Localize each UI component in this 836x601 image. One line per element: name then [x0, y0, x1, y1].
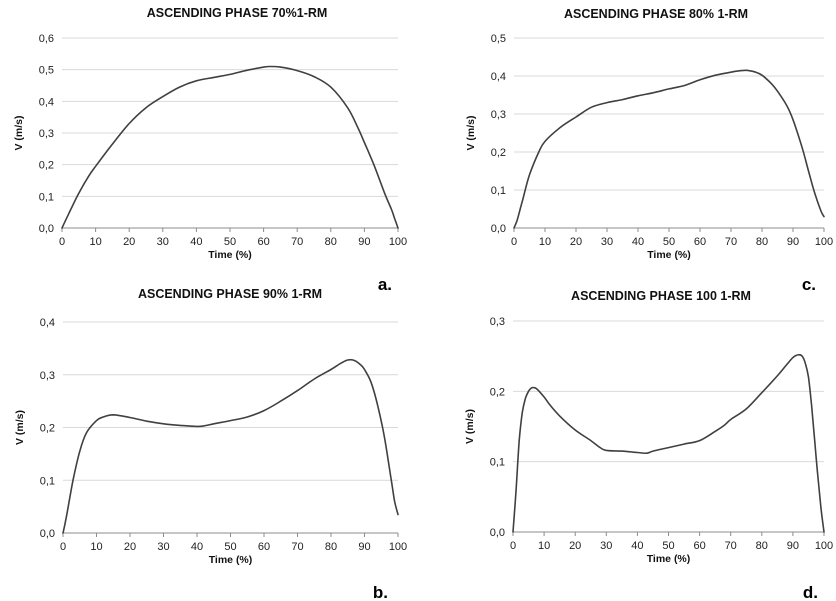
x-tick-label: 50	[224, 541, 236, 553]
x-tick-label: 60	[693, 540, 705, 552]
x-tick-label: 100	[815, 540, 833, 552]
y-tick-label: 0,2	[490, 386, 505, 398]
chart-panel-4: 0,0 0,1 0,2 0,3 0 10 20 30 40 50 60 70 80 90 100 ASCEND…	[464, 289, 833, 601]
x-tick-label: 40	[191, 541, 203, 553]
x-axis-label: Time (%)	[208, 249, 252, 261]
x-axis-label: Time (%)	[647, 553, 691, 565]
x-tick-label: 100	[389, 236, 407, 248]
chart-panel-2: 0,0 0,1 0,2 0,3 0,4 0,5 0 10 20 30 40 50 60 70 80 90 100…	[465, 7, 833, 294]
x-tick-label: 20	[124, 541, 136, 553]
y-tick-label: 0,1	[490, 457, 505, 469]
x-tick-label: 80	[325, 236, 337, 248]
y-tick-label: 0,3	[40, 370, 55, 382]
x-tick-label: 50	[224, 236, 236, 248]
series-line-1	[61, 65, 399, 229]
x-tick-label: 50	[663, 236, 675, 248]
x-tick-label: 10	[89, 236, 101, 248]
y-tick-label: 0,0	[490, 527, 505, 539]
x-tick-label: 90	[358, 236, 370, 248]
y-tick-label: 0,4	[39, 96, 54, 108]
x-tick-label: 0	[510, 540, 516, 552]
y-tick-label: 0,0	[40, 528, 55, 540]
x-tick-label: 60	[694, 236, 706, 248]
y-tick-label: 0,2	[39, 160, 54, 172]
y-tick-label: 0,0	[39, 223, 54, 235]
x-tick-label: 100	[389, 541, 407, 553]
y-tick-label: 0,3	[491, 109, 506, 121]
x-tick-label: 20	[569, 540, 581, 552]
x-tick-label: 20	[570, 236, 582, 248]
x-tick-label: 20	[123, 236, 135, 248]
y-tick-label: 0,4	[491, 71, 506, 83]
y-tick-label: 0,2	[491, 147, 506, 159]
chart-title: ASCENDING PHASE 100 1-RM	[571, 289, 751, 303]
x-tick-label: 100	[815, 236, 833, 248]
panel-label: d.	[803, 583, 818, 601]
x-tick-label: 70	[725, 540, 737, 552]
chart-title: ASCENDING PHASE 90% 1-RM	[138, 287, 322, 301]
x-tick-label: 0	[511, 236, 517, 248]
y-axis-label: V (m/s)	[13, 115, 25, 150]
chart-title: ASCENDING PHASE 80% 1-RM	[564, 7, 748, 21]
x-tick-label: 40	[632, 236, 644, 248]
x-tick-label: 0	[59, 236, 65, 248]
x-tick-label: 70	[291, 541, 303, 553]
y-tick-label: 0,1	[40, 475, 55, 487]
x-tick-label: 50	[662, 540, 674, 552]
panel-label: a.	[378, 275, 392, 294]
series-line-1	[62, 358, 399, 534]
x-tick-label: 90	[358, 541, 370, 553]
x-tick-label: 0	[60, 541, 66, 553]
y-tick-label: 0,3	[39, 128, 54, 140]
x-tick-label: 80	[325, 541, 337, 553]
y-tick-label: 0,1	[491, 185, 506, 197]
x-tick-label: 80	[756, 236, 768, 248]
chart-title: ASCENDING PHASE 70%1-RM	[147, 6, 328, 20]
y-tick-label: 0,3	[490, 316, 505, 328]
y-axis-label: V (m/s)	[465, 115, 477, 150]
panel-label: b.	[373, 583, 388, 601]
series-line-1	[513, 69, 825, 229]
x-axis-label: Time (%)	[209, 554, 253, 566]
x-tick-label: 30	[601, 236, 613, 248]
x-tick-label: 40	[190, 236, 202, 248]
x-tick-label: 10	[90, 541, 102, 553]
x-tick-label: 60	[257, 236, 269, 248]
x-tick-label: 70	[291, 236, 303, 248]
y-tick-label: 0,5	[39, 65, 54, 77]
x-tick-label: 40	[631, 540, 643, 552]
series-line-1	[512, 353, 825, 533]
x-tick-label: 30	[600, 540, 612, 552]
x-tick-label: 30	[157, 236, 169, 248]
x-tick-label: 70	[725, 236, 737, 248]
y-tick-label: 0,2	[40, 423, 55, 435]
panel-label: c.	[802, 275, 816, 294]
x-tick-label: 90	[787, 540, 799, 552]
y-tick-label: 0,1	[39, 191, 54, 203]
x-axis-label: Time (%)	[647, 249, 691, 261]
x-tick-label: 90	[787, 236, 799, 248]
y-tick-label: 0,4	[40, 317, 55, 329]
chart-panel-3: 0,0 0,1 0,2 0,3 0,4 0 10 20 30 40 50 60 70 80 90 100 ASC…	[14, 287, 407, 601]
x-tick-label: 80	[756, 540, 768, 552]
y-axis-label: V (m/s)	[14, 410, 26, 445]
y-tick-label: 0,6	[39, 33, 54, 45]
x-tick-label: 10	[539, 236, 551, 248]
x-tick-label: 10	[538, 540, 550, 552]
chart-panel-1: 0,0 0,1 0,2 0,3 0,4 0,5 0,6 0 10 20 30 40 50 60 70 80 90…	[13, 6, 407, 294]
y-tick-label: 0,5	[491, 33, 506, 45]
x-tick-label: 60	[258, 541, 270, 553]
y-tick-label: 0,0	[491, 223, 506, 235]
y-axis-label: V (m/s)	[464, 409, 476, 444]
x-tick-label: 30	[157, 541, 169, 553]
